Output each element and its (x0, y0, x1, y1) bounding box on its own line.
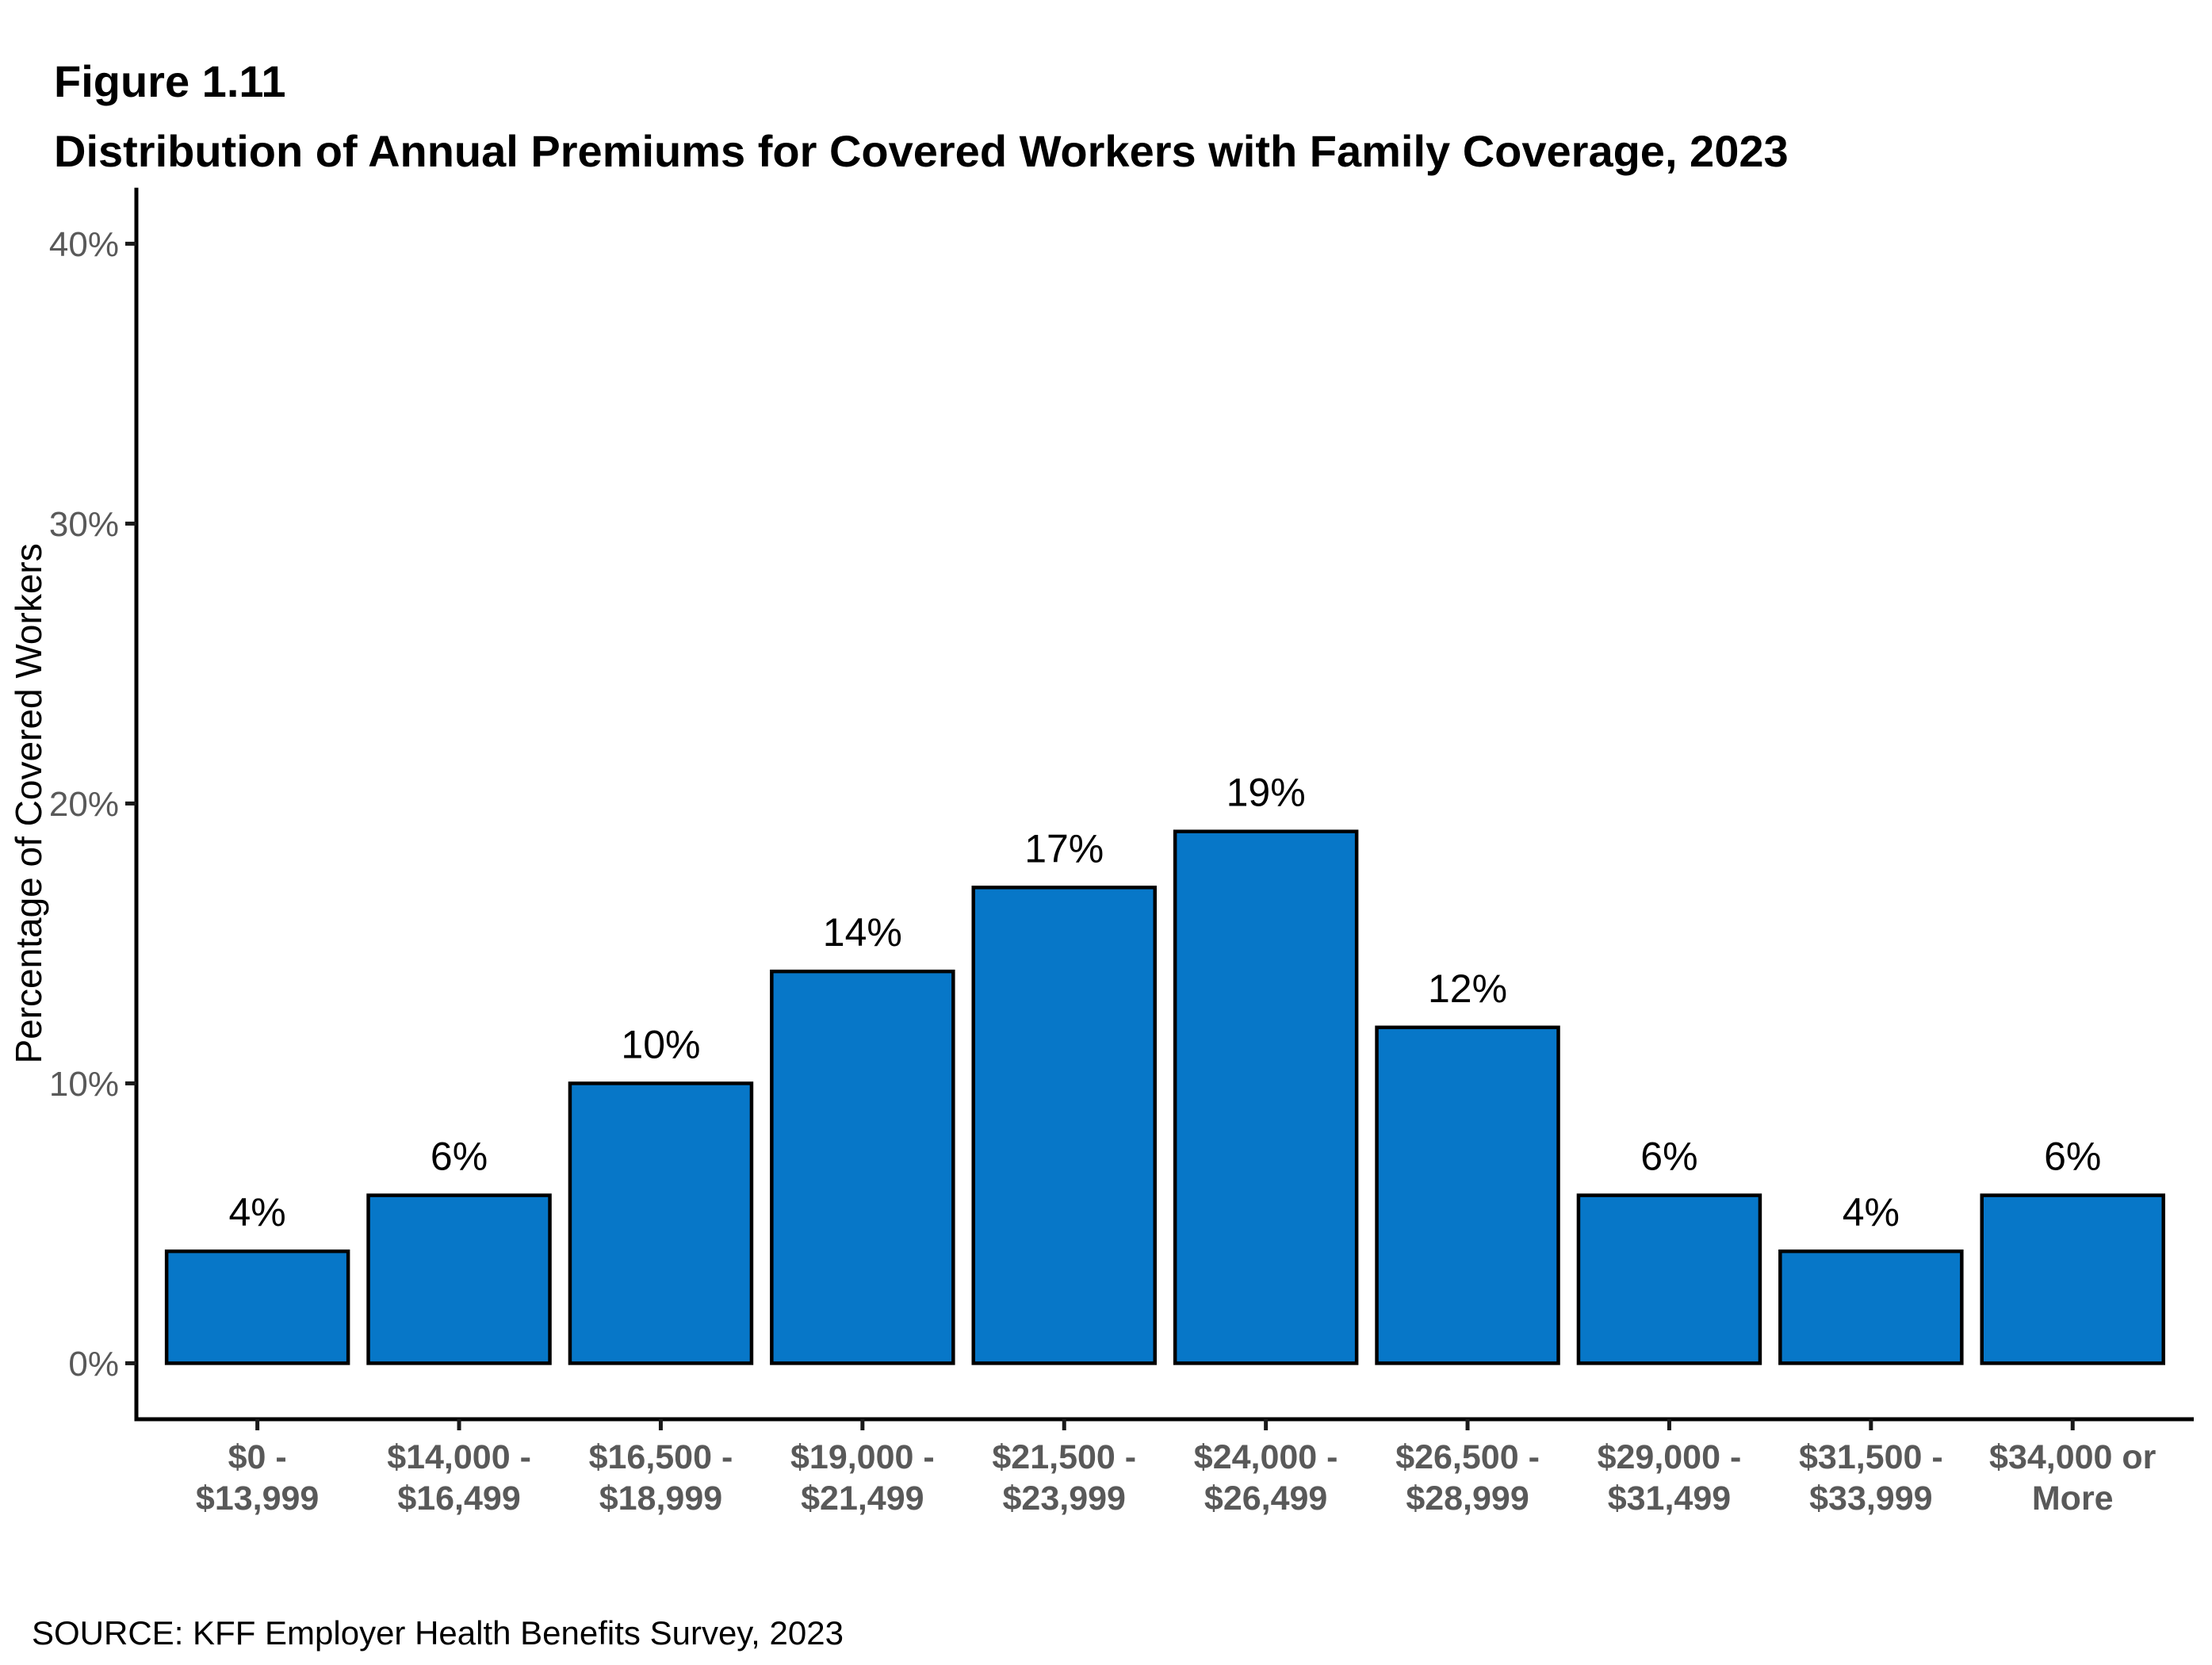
x-tick-label: $16,500 -$18,999 (589, 1438, 733, 1518)
bar (1576, 1193, 1762, 1365)
bar (164, 1249, 350, 1365)
source-note: SOURCE: KFF Employer Health Benefits Sur… (32, 1614, 844, 1652)
y-tick-label: 10% (49, 1065, 119, 1104)
bar-value-label: 14% (823, 910, 902, 955)
bar (568, 1081, 754, 1365)
bar-value-label: 19% (1227, 771, 1306, 815)
x-tick-label: $14,000 -$16,499 (387, 1438, 531, 1518)
x-tick-label: $21,500 -$23,999 (992, 1438, 1136, 1518)
bar-value-label: 17% (1024, 826, 1104, 871)
y-axis-title: Percentage of Covered Workers (8, 543, 49, 1063)
bar (1375, 1025, 1560, 1365)
bar (971, 886, 1157, 1365)
x-tick-label: $29,000 -$31,499 (1598, 1438, 1742, 1518)
bar-value-label: 4% (229, 1190, 286, 1234)
x-tick-label: $31,500 -$33,999 (1799, 1438, 1943, 1518)
bar-value-label: 6% (1640, 1135, 1697, 1179)
bar (1980, 1193, 2165, 1365)
bar-value-label: 4% (1843, 1190, 1900, 1234)
bar (770, 969, 955, 1365)
bar-value-label: 6% (2044, 1135, 2101, 1179)
x-tick-label: $0 -$13,999 (196, 1438, 319, 1518)
figure-title: Distribution of Annual Premiums for Cove… (54, 126, 1789, 176)
y-tick-label: 40% (49, 225, 119, 264)
x-tick-label: $34,000 or More (1989, 1438, 2157, 1518)
y-tick-label: 30% (49, 505, 119, 544)
bar (1778, 1249, 1964, 1365)
bar-value-label: 6% (431, 1135, 488, 1179)
y-tick-label: 20% (49, 785, 119, 824)
bar (366, 1193, 552, 1365)
x-tick-label: $24,000 -$26,499 (1194, 1438, 1338, 1518)
bar (1173, 829, 1359, 1365)
bar-value-label: 10% (621, 1022, 700, 1066)
figure-number: Figure 1.11 (54, 56, 286, 106)
y-tick-label: 0% (68, 1345, 119, 1384)
bar-value-label: 12% (1428, 966, 1507, 1011)
x-tick-label: $26,500 -$28,999 (1395, 1438, 1540, 1518)
x-tick-label: $19,000 -$21,499 (790, 1438, 935, 1518)
